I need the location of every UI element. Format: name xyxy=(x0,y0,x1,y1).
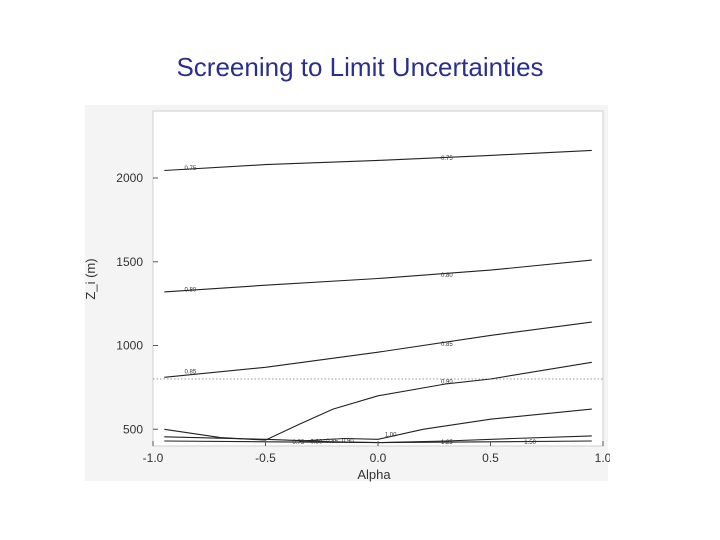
contour-label-0: 0.75 xyxy=(185,166,197,172)
contour-label-7: 1.00 xyxy=(385,432,397,438)
contour-label-4: 0.85 xyxy=(185,369,197,375)
contour-labels: 0.750.750.800.800.850.850.901.001.25 1.50… xyxy=(185,156,537,446)
chart-svg: 0.750.750.800.800.850.850.901.001.25 1.50… xyxy=(83,105,612,482)
x-axis-label: Alpha xyxy=(357,467,391,482)
contour-label-3: 0.80 xyxy=(441,273,453,279)
y-axis-label: Z_i (m) xyxy=(83,258,98,299)
contour-label-11: 0.80 xyxy=(311,439,323,445)
contour-label-1: 0.75 xyxy=(441,156,453,162)
y-tick-label-3: 2000 xyxy=(116,171,143,185)
contour-line-0 xyxy=(164,149,592,172)
contour-label-9: 1.50 xyxy=(524,440,536,446)
y-tick-label-0: 500 xyxy=(123,422,143,436)
contour-label-13: 0.90 xyxy=(342,439,354,445)
contour-label-5: 0.85 xyxy=(441,342,453,348)
contour-label-12: 0.85 xyxy=(326,439,338,445)
x-axis-ticks: -1.0 -0.5 0.0 0.5 1.0 xyxy=(143,441,612,465)
y-tick-label-1: 1000 xyxy=(116,339,143,353)
y-axis-ticks: 500 1000 1500 2000 xyxy=(116,171,158,436)
x-tick-label-4: 1.0 xyxy=(595,451,610,465)
contour-label-8: 1.25 xyxy=(441,440,453,446)
x-tick-label-2: 0.0 xyxy=(370,451,387,465)
contour-label-10: 0.75 xyxy=(293,440,305,446)
x-tick-label-0: -1.0 xyxy=(143,451,164,465)
contour-label-2: 0.80 xyxy=(185,287,197,293)
slide-title: Screening to Limit Uncertainties xyxy=(176,52,544,82)
contour-line-2 xyxy=(164,321,592,378)
contour-label-6: 0.90 xyxy=(441,380,453,386)
contour-chart: 0.75 0.75 0.80 0.80 0.85 0.85 0.90 1.00 1.25 1.50… xyxy=(83,103,612,483)
x-tick-label-1: -0.5 xyxy=(255,451,276,465)
x-tick-label-3: 0.5 xyxy=(482,451,499,465)
contour-line-4 xyxy=(299,408,592,442)
contour-line-1 xyxy=(164,259,592,293)
y-tick-label-2: 1500 xyxy=(116,255,143,269)
